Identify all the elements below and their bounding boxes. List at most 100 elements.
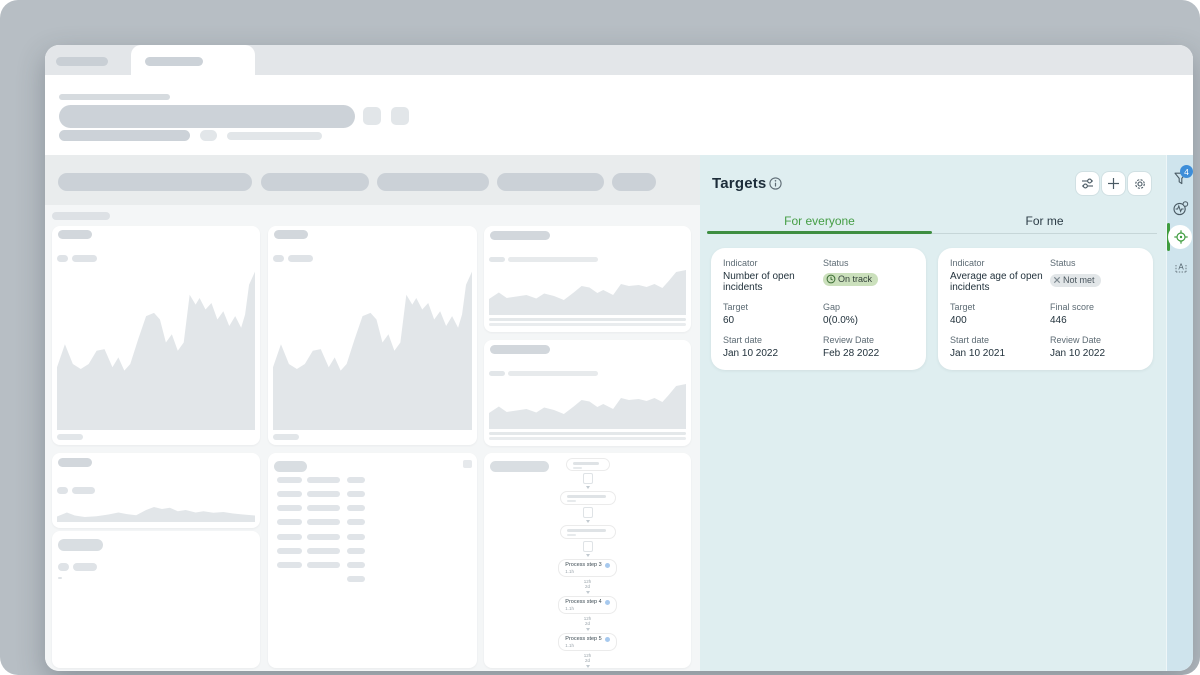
tab-for-me[interactable]: For me (932, 211, 1157, 234)
filter-settings-button[interactable] (1076, 172, 1099, 195)
text-annotation-icon: A (1175, 263, 1186, 273)
area-chart-skeleton (57, 507, 255, 522)
filter-chip-skeleton[interactable] (612, 173, 656, 191)
active-tab[interactable] (131, 45, 255, 75)
widget-card-small-chart[interactable] (484, 226, 691, 332)
filter-chip-skeleton[interactable] (261, 173, 369, 191)
widget-card-chart[interactable] (268, 226, 477, 445)
field-label: Status (823, 258, 849, 268)
cell-skeleton (277, 534, 302, 540)
metric-skeleton (58, 563, 69, 571)
breadcrumb-skeleton (52, 212, 110, 220)
axis-label-skeleton (57, 434, 83, 440)
add-target-button[interactable] (1102, 172, 1125, 195)
widget-card-empty[interactable] (52, 531, 260, 668)
widget-title-skeleton (490, 231, 550, 240)
process-node-skeleton[interactable] (559, 491, 616, 505)
metric-skeleton (57, 255, 68, 262)
crosshair-target-icon (1173, 230, 1188, 244)
plus-icon (1108, 178, 1119, 189)
table-row (268, 477, 477, 483)
browser-tabstrip (45, 45, 1193, 75)
targets-panel: Targets (700, 155, 1166, 671)
target-card[interactable]: Indicator Average age of open incidents S… (938, 248, 1153, 370)
area-chart-skeleton (489, 384, 686, 429)
widget-card-chart[interactable] (52, 226, 260, 445)
flow-connector-box (582, 541, 593, 552)
settings-button[interactable] (1128, 172, 1151, 195)
metric-skeleton (273, 255, 284, 262)
filter-chip-skeleton[interactable] (58, 173, 252, 191)
widget-card-process-flow[interactable]: Process step 3 1.1h 12h 2d Process step 4… (484, 453, 691, 668)
widget-title-skeleton (58, 539, 103, 551)
connector-metrics: 12h 2d (583, 616, 592, 626)
widget-card-small-chart[interactable] (484, 340, 691, 446)
widget-title-skeleton (490, 345, 550, 354)
process-node-skeleton[interactable] (565, 458, 610, 471)
skeleton-line (489, 318, 686, 321)
search-bar-skeleton[interactable] (59, 105, 355, 128)
field-label: Indicator (950, 258, 985, 268)
arrow-down-icon (585, 628, 590, 631)
status-badge: On track (823, 272, 879, 286)
area-chart-skeleton (489, 270, 686, 315)
field-value: Average age of open incidents (950, 271, 1043, 293)
metric-skeleton (57, 487, 68, 494)
arrow-down-icon (585, 591, 590, 594)
connector-metrics: 12h 2d (583, 579, 592, 589)
filter-chip-skeleton[interactable] (377, 173, 489, 191)
skeleton-line (489, 432, 686, 435)
insights-icon (1173, 201, 1189, 216)
sliders-icon (1082, 178, 1093, 189)
process-step-node[interactable]: Process step 3 1.1h (558, 559, 617, 577)
field-value: Jan 10 2022 (1050, 348, 1106, 359)
cell-skeleton (277, 519, 302, 525)
process-flow: Process step 3 1.1h 12h 2d Process step 4… (484, 458, 691, 668)
target-card[interactable]: Indicator Number of open incidents Status… (711, 248, 926, 370)
right-icon-rail: 4 (1166, 155, 1193, 671)
page-header-skeleton (45, 75, 1193, 155)
arrow-down-icon (585, 665, 590, 668)
cell-skeleton (277, 548, 302, 554)
field-label: Review Date (823, 335, 875, 345)
process-step-node[interactable]: Process step 4 1.1h (558, 596, 617, 614)
process-node-skeleton[interactable] (559, 525, 616, 539)
metric-skeleton (72, 255, 97, 262)
process-step-node[interactable]: Process step 5 1.1h (558, 633, 617, 651)
cell-skeleton (307, 491, 340, 497)
filter-chip-skeleton[interactable] (497, 173, 604, 191)
table-row (268, 491, 477, 497)
field-value: 0(0.0%) (823, 315, 859, 326)
cell-skeleton (347, 576, 365, 582)
process-step-duration: 1.1h (565, 643, 575, 648)
cell-skeleton (347, 505, 365, 511)
content-area: Process step 3 1.1h 12h 2d Process step 4… (45, 155, 1193, 671)
rail-item-targets[interactable] (1167, 229, 1193, 245)
step-status-icon (604, 636, 610, 642)
widget-card-small-chart[interactable] (52, 453, 260, 528)
header-button-skeleton[interactable] (363, 107, 381, 125)
clock-icon (826, 274, 836, 284)
rail-item-text-annotation[interactable]: A (1167, 261, 1193, 275)
process-step-duration: 1.1h (565, 606, 575, 611)
tab-for-everyone[interactable]: For everyone (707, 211, 932, 234)
panel-title: Targets (712, 175, 767, 192)
rail-item-insights[interactable] (1167, 200, 1193, 217)
skeleton-pill (59, 130, 190, 141)
metric-skeleton (508, 371, 598, 376)
cell-skeleton (307, 548, 340, 554)
skeleton-pill (200, 130, 217, 141)
inactive-tab-skeleton[interactable] (56, 57, 108, 66)
skeleton-line (227, 132, 322, 140)
field-label: Indicator (723, 258, 758, 268)
table-menu-icon[interactable] (463, 460, 472, 468)
header-button-skeleton[interactable] (391, 107, 409, 125)
info-icon[interactable] (769, 177, 782, 190)
field-label: Status (1050, 258, 1076, 268)
cell-skeleton (307, 505, 340, 511)
app-window: Process step 3 1.1h 12h 2d Process step 4… (45, 45, 1193, 671)
process-step-label: Process step 3 (565, 562, 602, 568)
cell-skeleton (307, 534, 340, 540)
table-row (268, 548, 477, 554)
widget-card-table[interactable] (268, 453, 477, 668)
